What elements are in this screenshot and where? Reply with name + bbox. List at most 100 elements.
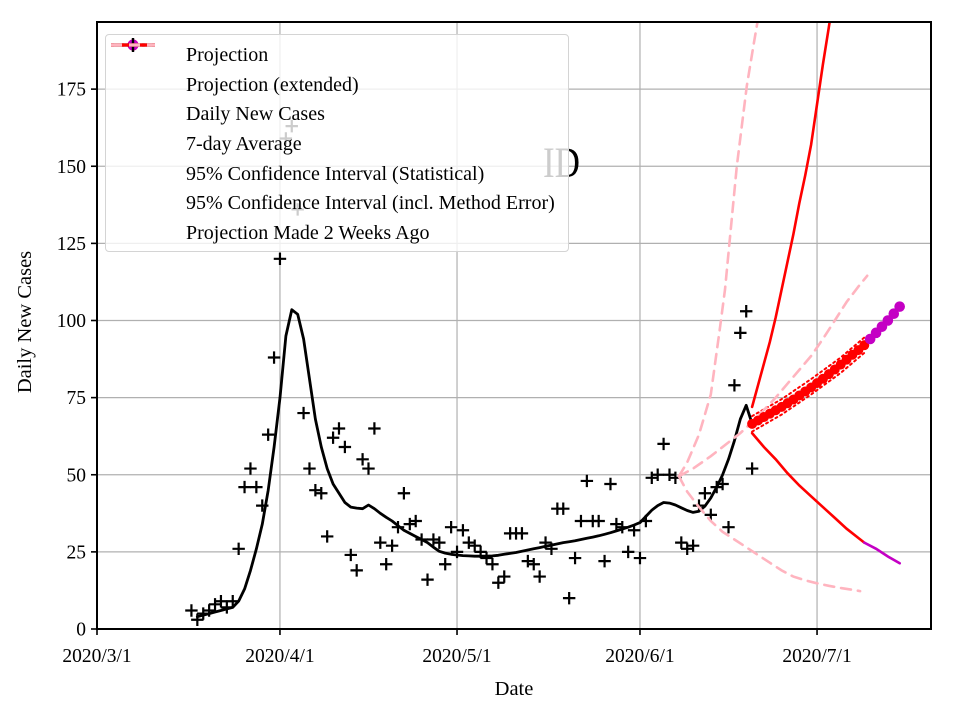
daily-case-marker xyxy=(444,520,458,534)
daily-case-marker xyxy=(362,462,375,475)
daily-case-marker xyxy=(297,406,310,420)
daily-case-marker xyxy=(344,548,357,562)
axes-layer: 2020/3/1 2020/4/1 2020/5/1 2020/6/1 2020/7/1… xyxy=(57,21,932,667)
daily-case-marker xyxy=(592,514,605,528)
daily-case-marker xyxy=(486,558,499,571)
daily-case-marker xyxy=(645,471,658,485)
daily-case-marker xyxy=(621,545,635,559)
legend-item-3: 7-day Average xyxy=(111,43,568,160)
daily-case-marker xyxy=(574,514,588,528)
series-projection xyxy=(747,340,870,429)
series-7-day-average xyxy=(195,308,754,619)
daily-case-marker xyxy=(250,480,263,494)
y-tick-label: 50 xyxy=(67,465,87,486)
ci-curve xyxy=(751,336,866,418)
series-95-ci-lower-extended- xyxy=(863,541,901,565)
daily-case-marker xyxy=(521,554,535,568)
projection-dot xyxy=(894,301,905,312)
legend-item-0: Projection xyxy=(116,39,568,71)
daily-case-marker xyxy=(598,554,611,568)
x-tick-label: 2020/5/1 xyxy=(422,646,491,667)
daily-case-marker xyxy=(261,428,275,441)
y-tick-label: 150 xyxy=(57,157,86,178)
series-95-confidence-interval-incl-method-error- xyxy=(750,22,866,544)
daily-case-marker xyxy=(604,477,617,491)
daily-case-marker xyxy=(338,440,352,454)
daily-case-marker xyxy=(238,480,251,494)
ci-curve xyxy=(677,475,862,593)
ci-curve xyxy=(863,541,901,565)
daily-case-marker xyxy=(456,524,470,537)
x-tick-label: 2020/3/1 xyxy=(62,646,131,667)
legend-label: Projection (extended) xyxy=(186,73,359,96)
legend-label: Daily New Cases xyxy=(186,103,325,126)
daily-case-marker xyxy=(462,536,476,549)
daily-case-marker xyxy=(303,462,316,475)
daily-case-marker xyxy=(320,530,334,543)
daily-case-marker xyxy=(686,539,700,552)
daily-case-marker xyxy=(385,539,399,552)
legend-label: 95% Confidence Interval (Statistical) xyxy=(186,162,485,185)
daily-case-marker xyxy=(651,468,664,481)
daily-case-marker xyxy=(232,542,245,555)
daily-case-marker xyxy=(580,474,594,488)
daily-case-marker xyxy=(403,517,417,531)
y-tick-label: 25 xyxy=(67,542,87,563)
daily-case-marker xyxy=(663,468,676,481)
daily-case-marker xyxy=(468,539,481,552)
daily-case-marker xyxy=(734,326,747,340)
legend-item-1: Projection (extended) xyxy=(116,39,568,101)
daily-case-marker xyxy=(439,558,452,571)
daily-case-marker xyxy=(533,570,546,583)
daily-case-marker xyxy=(527,558,540,571)
daily-case-marker xyxy=(480,551,493,565)
y-tick-label: 0 xyxy=(76,620,86,641)
daily-case-marker xyxy=(498,570,511,583)
daily-case-marker xyxy=(379,558,393,571)
plot-border xyxy=(96,21,932,630)
legend-label: Projection Made 2 Weeks Ago xyxy=(186,221,430,244)
ci-curve xyxy=(751,351,866,433)
daily-case-marker xyxy=(722,520,735,534)
series-projection-extended- xyxy=(864,301,905,345)
daily-case-marker xyxy=(740,305,753,318)
legend-box: Projection Projection (extended) Daily New… xyxy=(105,34,569,252)
legend-item-4: 95% Confidence Interval (Statistical) xyxy=(111,43,568,189)
daily-case-marker xyxy=(214,595,228,608)
legend-label: Projection xyxy=(186,44,269,67)
daily-case-marker xyxy=(356,453,369,466)
daily-case-marker xyxy=(557,502,570,515)
daily-case-marker xyxy=(397,487,411,500)
x-axis-title: Date xyxy=(495,678,534,700)
legend-label: 7-day Average xyxy=(186,133,302,156)
series-95-confidence-interval-statistical- xyxy=(751,336,866,433)
daily-case-marker xyxy=(309,483,322,497)
daily-case-marker xyxy=(421,573,434,586)
x-tick-label: 2020/7/1 xyxy=(782,646,851,667)
y-tick-label: 100 xyxy=(57,311,86,332)
daily-case-marker xyxy=(675,536,688,549)
daily-case-marker xyxy=(681,542,694,555)
ci-curve xyxy=(677,274,869,478)
x-tick-label: 2020/4/1 xyxy=(245,646,314,667)
legend-label: 95% Confidence Interval (incl. Method Er… xyxy=(186,192,555,215)
daily-case-marker xyxy=(433,536,446,549)
daily-case-marker xyxy=(350,564,363,577)
projection-dot xyxy=(888,308,900,320)
daily-case-marker xyxy=(374,536,387,549)
daily-case-marker xyxy=(368,422,381,435)
ci-curve xyxy=(750,22,831,409)
y-axis-title: Daily New Cases xyxy=(14,251,36,393)
legend-item-5: 95% Confidence Interval (incl. Method Er… xyxy=(111,43,568,219)
y-tick-label: 125 xyxy=(57,234,86,255)
ci-curve xyxy=(677,22,759,478)
daily-case-marker xyxy=(326,431,340,444)
daily-case-marker xyxy=(704,508,718,522)
series-projection-made-2-weeks-ago xyxy=(677,22,869,593)
legend-item-2: Daily New Cases xyxy=(116,38,568,130)
daily-case-marker xyxy=(562,591,576,605)
daily-case-marker xyxy=(492,576,505,589)
daily-case-marker xyxy=(657,437,670,451)
y-tick-label: 175 xyxy=(57,80,86,101)
